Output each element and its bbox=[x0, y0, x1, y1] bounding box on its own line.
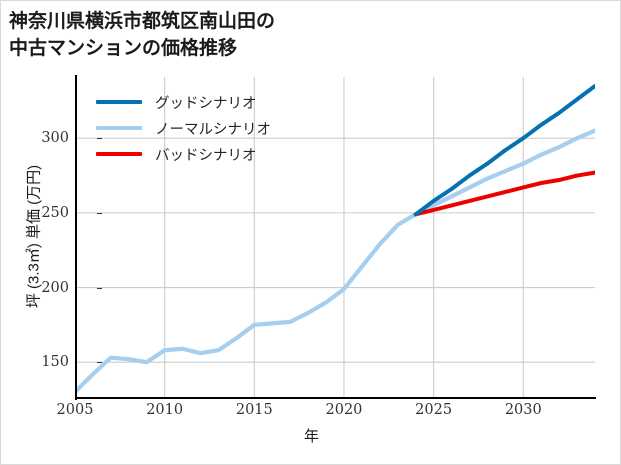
gridlines bbox=[75, 77, 595, 398]
y-tick-mark bbox=[97, 138, 102, 140]
x-tick-label: 2020 bbox=[325, 402, 363, 418]
x-axis-spine bbox=[75, 397, 596, 399]
legend-item-label: バッドシナリオ bbox=[155, 147, 257, 164]
y-axis-title: 坪 (3.3㎡) 単価 (万円) bbox=[25, 164, 43, 309]
legend-line-swatch bbox=[96, 126, 142, 130]
x-tick-label: 2005 bbox=[56, 402, 94, 418]
x-tick-label: 2025 bbox=[415, 402, 453, 418]
y-axis-spine bbox=[75, 75, 77, 400]
series-line bbox=[413, 83, 595, 217]
y-tick-label: 150 bbox=[41, 354, 69, 371]
y-tick-mark bbox=[97, 287, 102, 289]
y-tick-label: 250 bbox=[41, 204, 69, 221]
plot-area bbox=[75, 77, 595, 398]
x-axis-title: 年 bbox=[303, 428, 319, 445]
x-tick-label: 2010 bbox=[146, 402, 184, 418]
legend-item[interactable]: ノーマルシナリオ bbox=[96, 115, 326, 141]
y-tick-label: 200 bbox=[41, 279, 69, 296]
x-tick-label: 2030 bbox=[504, 402, 542, 418]
legend-item-label: グッドシナリオ bbox=[155, 95, 257, 112]
legend-line-swatch bbox=[96, 152, 142, 156]
y-tick-mark bbox=[97, 362, 102, 364]
series-lines bbox=[75, 83, 595, 395]
page-title: 神奈川県横浜市都筑区南山田の 中古マンションの価格推移 bbox=[9, 11, 276, 59]
chart-legend: グッドシナリオ ノーマルシナリオ バッドシナリオ bbox=[96, 89, 326, 167]
legend-item-label: ノーマルシナリオ bbox=[155, 121, 271, 138]
legend-item[interactable]: グッドシナリオ bbox=[96, 89, 326, 115]
series-line bbox=[75, 128, 595, 395]
plot-svg bbox=[75, 77, 595, 398]
legend-line-swatch bbox=[96, 100, 142, 104]
y-tick-mark bbox=[97, 212, 102, 214]
x-tick-label: 2015 bbox=[235, 402, 273, 418]
legend-item[interactable]: バッドシナリオ bbox=[96, 141, 326, 167]
y-axis-tick-labels: 150 200 250 300 bbox=[27, 1, 102, 464]
y-tick-label: 300 bbox=[41, 130, 69, 147]
series-line bbox=[413, 170, 595, 217]
